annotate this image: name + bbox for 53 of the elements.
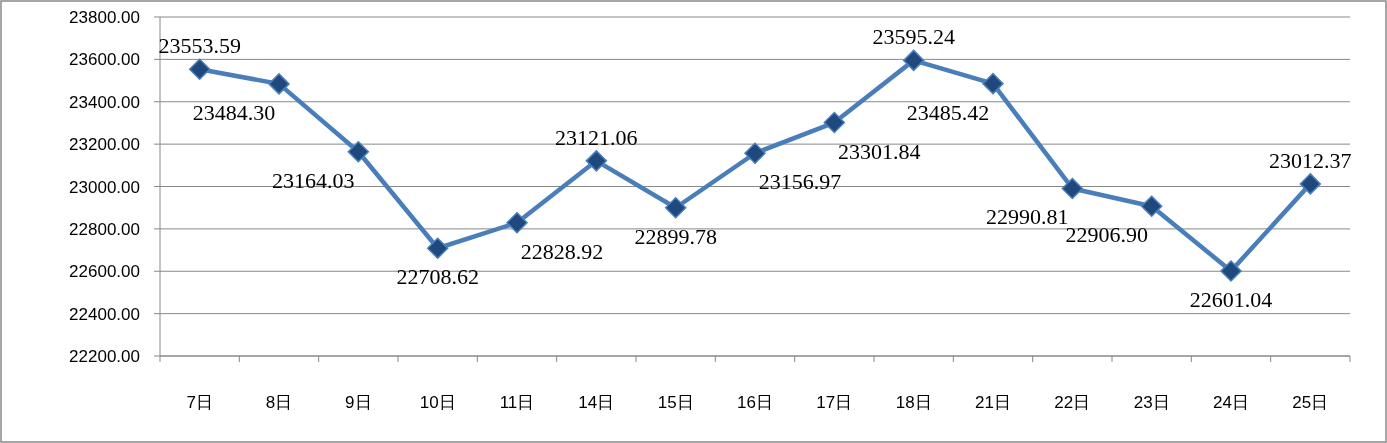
data-label: 23121.06 bbox=[555, 124, 638, 150]
point bbox=[506, 212, 528, 234]
point bbox=[902, 49, 925, 72]
x-tick-label: 10日 bbox=[419, 393, 456, 412]
y-tick-label: 22200.00 bbox=[69, 347, 140, 366]
point bbox=[1140, 195, 1163, 217]
y-tick-label: 22400.00 bbox=[69, 304, 140, 324]
y-tick-label: 23600.00 bbox=[69, 50, 140, 70]
y-tick-label: 23800.00 bbox=[69, 8, 140, 27]
point bbox=[188, 58, 211, 80]
point bbox=[268, 73, 290, 95]
point bbox=[744, 142, 766, 164]
data-label: 23484.30 bbox=[192, 99, 276, 125]
point bbox=[1220, 260, 1242, 282]
data-label: 23301.84 bbox=[838, 138, 921, 164]
x-tick-label: 11日 bbox=[499, 393, 535, 412]
x-tick-label: 7日 bbox=[186, 393, 213, 412]
point bbox=[823, 111, 846, 134]
data-label: 23595.24 bbox=[872, 24, 955, 50]
data-label: 22828.92 bbox=[520, 238, 604, 264]
point bbox=[1061, 177, 1084, 200]
x-tick-label: 14日 bbox=[578, 393, 615, 412]
data-label: 22601.04 bbox=[1189, 287, 1273, 313]
x-tick-label: 24日 bbox=[1213, 393, 1249, 412]
data-label: 22708.62 bbox=[396, 264, 479, 290]
x-tick-label: 18日 bbox=[895, 393, 932, 412]
point bbox=[426, 237, 449, 259]
data-label: 23164.03 bbox=[272, 167, 355, 193]
x-tick-label: 16日 bbox=[737, 393, 773, 412]
data-label: 22906.90 bbox=[1065, 222, 1148, 248]
data-label: 23553.59 bbox=[158, 33, 241, 59]
y-tick-label: 23400.00 bbox=[69, 92, 140, 112]
data-label: 23012.37 bbox=[1269, 147, 1352, 173]
x-tick-label: 17日 bbox=[816, 393, 853, 412]
data-label: 23485.42 bbox=[906, 99, 990, 125]
y-tick-label: 22800.00 bbox=[69, 219, 140, 239]
y-tick-label: 23000.00 bbox=[69, 177, 140, 197]
point bbox=[664, 196, 687, 219]
x-tick-label: 22日 bbox=[1054, 393, 1091, 412]
y-tick-label: 23200.00 bbox=[69, 135, 140, 155]
point bbox=[1299, 173, 1322, 195]
point bbox=[585, 150, 608, 172]
x-tick-label: 25日 bbox=[1292, 393, 1329, 412]
x-tick-label: 23日 bbox=[1133, 393, 1170, 412]
x-tick-label: 9日 bbox=[345, 393, 372, 412]
y-tick-label: 22600.00 bbox=[69, 262, 140, 282]
data-label: 23156.97 bbox=[758, 169, 842, 195]
point bbox=[982, 72, 1004, 95]
x-tick-label: 15日 bbox=[657, 393, 694, 412]
data-label: 22899.78 bbox=[634, 223, 717, 249]
x-tick-label: 21日 bbox=[975, 393, 1011, 412]
x-tick-label: 8日 bbox=[265, 393, 293, 412]
point bbox=[347, 141, 370, 163]
